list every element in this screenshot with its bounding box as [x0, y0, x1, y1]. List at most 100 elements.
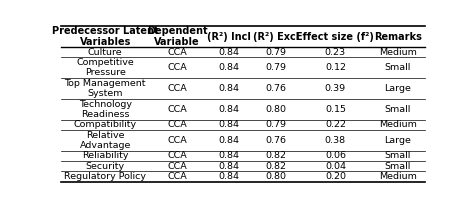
Bar — [205, 119, 252, 130]
Text: Medium: Medium — [379, 120, 417, 129]
Text: 0.84: 0.84 — [218, 48, 239, 57]
Text: 0.39: 0.39 — [325, 84, 346, 93]
Bar — [371, 130, 425, 151]
Text: 0.76: 0.76 — [265, 84, 286, 93]
Bar — [61, 47, 149, 57]
Text: Remarks: Remarks — [374, 32, 422, 42]
Bar — [149, 171, 205, 182]
Text: Large: Large — [384, 136, 411, 145]
Text: CCA: CCA — [167, 151, 187, 160]
Bar — [61, 119, 149, 130]
Bar — [252, 99, 300, 119]
Text: Medium: Medium — [379, 172, 417, 181]
Bar — [61, 151, 149, 161]
Text: 0.22: 0.22 — [325, 120, 346, 129]
Bar — [252, 57, 300, 78]
Bar — [149, 161, 205, 171]
Text: Culture: Culture — [88, 48, 123, 57]
Bar — [61, 78, 149, 99]
Bar — [300, 26, 371, 47]
Bar — [61, 161, 149, 171]
Bar — [61, 130, 149, 151]
Bar — [252, 26, 300, 47]
Text: 0.79: 0.79 — [265, 63, 286, 72]
Text: CCA: CCA — [167, 172, 187, 181]
Bar — [371, 119, 425, 130]
Text: Effect size (f²): Effect size (f²) — [296, 32, 374, 42]
Bar — [300, 151, 371, 161]
Text: 0.84: 0.84 — [218, 162, 239, 171]
Bar — [300, 171, 371, 182]
Bar — [300, 119, 371, 130]
Text: 0.80: 0.80 — [265, 105, 286, 114]
Text: 0.76: 0.76 — [265, 136, 286, 145]
Text: 0.84: 0.84 — [218, 120, 239, 129]
Text: Small: Small — [385, 105, 411, 114]
Bar — [371, 161, 425, 171]
Text: 0.84: 0.84 — [218, 84, 239, 93]
Bar — [371, 26, 425, 47]
Text: CCA: CCA — [167, 48, 187, 57]
Bar — [300, 78, 371, 99]
Text: Reliability: Reliability — [82, 151, 128, 160]
Bar — [300, 130, 371, 151]
Text: Small: Small — [385, 151, 411, 160]
Text: 0.06: 0.06 — [325, 151, 346, 160]
Text: Dependent
Variable: Dependent Variable — [147, 26, 208, 47]
Bar — [371, 99, 425, 119]
Bar — [205, 47, 252, 57]
Text: 0.23: 0.23 — [325, 48, 346, 57]
Bar — [300, 161, 371, 171]
Text: 0.84: 0.84 — [218, 136, 239, 145]
Text: CCA: CCA — [167, 136, 187, 145]
Bar — [252, 130, 300, 151]
Text: 0.79: 0.79 — [265, 48, 286, 57]
Text: 0.80: 0.80 — [265, 172, 286, 181]
Bar — [149, 47, 205, 57]
Bar — [61, 26, 149, 47]
Text: Relative
Advantage: Relative Advantage — [80, 131, 131, 150]
Bar — [149, 151, 205, 161]
Bar — [252, 151, 300, 161]
Bar — [252, 171, 300, 182]
Text: Small: Small — [385, 162, 411, 171]
Text: Technology
Readiness: Technology Readiness — [79, 99, 132, 119]
Bar — [149, 130, 205, 151]
Bar — [205, 26, 252, 47]
Text: (R²) Excl: (R²) Excl — [253, 32, 299, 42]
Bar — [252, 47, 300, 57]
Bar — [300, 99, 371, 119]
Text: CCA: CCA — [167, 162, 187, 171]
Text: 0.12: 0.12 — [325, 63, 346, 72]
Text: CCA: CCA — [167, 105, 187, 114]
Text: 0.84: 0.84 — [218, 63, 239, 72]
Text: CCA: CCA — [167, 120, 187, 129]
Bar — [149, 57, 205, 78]
Bar — [149, 119, 205, 130]
Text: Security: Security — [86, 162, 125, 171]
Bar — [149, 78, 205, 99]
Text: 0.84: 0.84 — [218, 105, 239, 114]
Bar — [205, 99, 252, 119]
Text: 0.15: 0.15 — [325, 105, 346, 114]
Text: Regulatory Policy: Regulatory Policy — [64, 172, 146, 181]
Text: Small: Small — [385, 63, 411, 72]
Text: Large: Large — [384, 84, 411, 93]
Bar — [252, 78, 300, 99]
Bar — [371, 171, 425, 182]
Text: 0.20: 0.20 — [325, 172, 346, 181]
Bar — [61, 57, 149, 78]
Text: Top Management
System: Top Management System — [64, 79, 146, 98]
Bar — [149, 99, 205, 119]
Text: 0.38: 0.38 — [325, 136, 346, 145]
Text: CCA: CCA — [167, 84, 187, 93]
Bar — [205, 130, 252, 151]
Bar — [149, 26, 205, 47]
Text: 0.84: 0.84 — [218, 172, 239, 181]
Bar — [205, 151, 252, 161]
Bar — [205, 57, 252, 78]
Bar — [371, 47, 425, 57]
Text: 0.84: 0.84 — [218, 151, 239, 160]
Bar — [300, 57, 371, 78]
Bar — [371, 151, 425, 161]
